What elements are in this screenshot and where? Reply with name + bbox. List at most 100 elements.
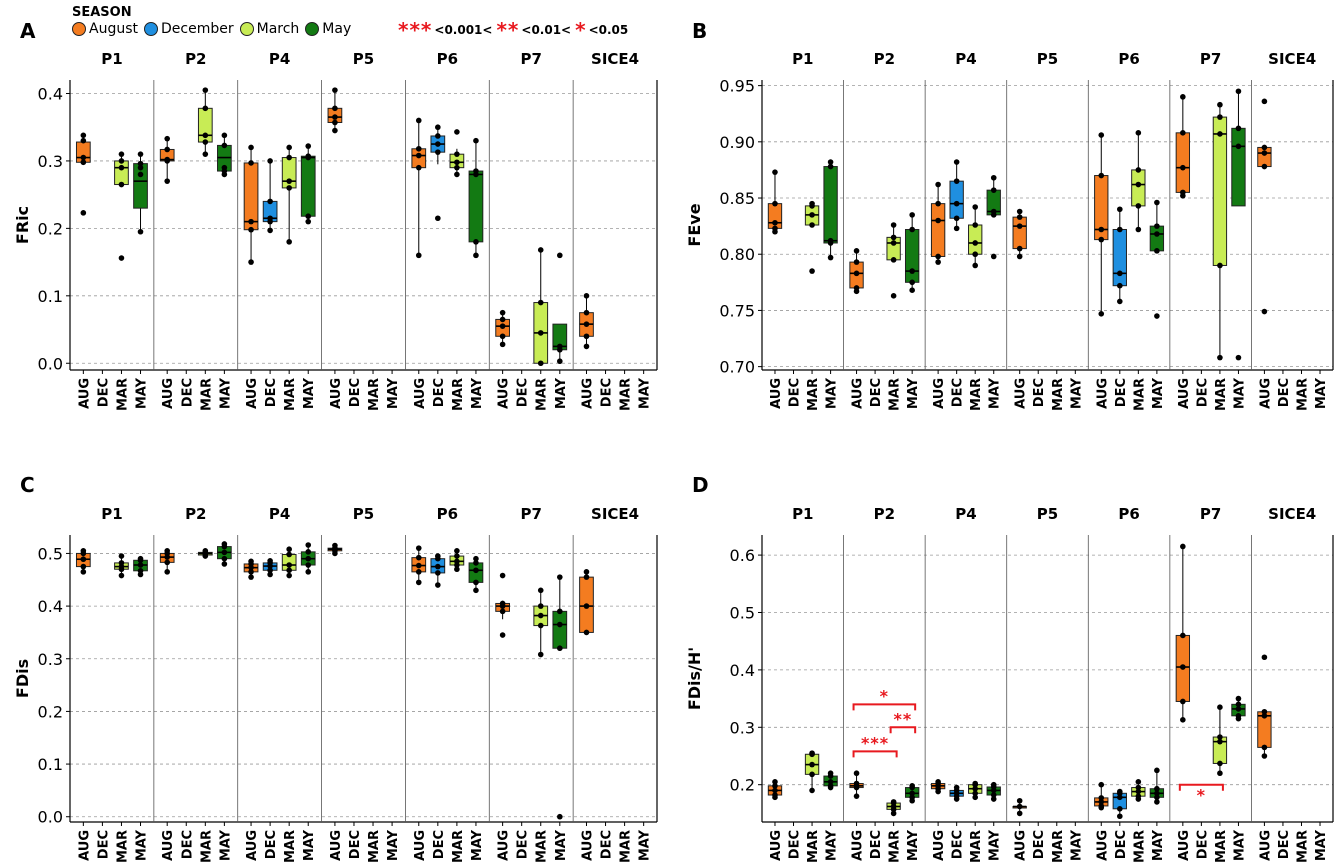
box-P6-MAR — [449, 547, 465, 573]
data-point — [1154, 223, 1160, 229]
x-tick-label: MAY — [1069, 829, 1084, 861]
data-point — [1180, 632, 1186, 639]
x-tick-label: MAY — [218, 829, 233, 861]
data-point — [267, 198, 273, 205]
box-rect — [823, 166, 838, 244]
data-point — [890, 234, 897, 241]
data-point — [415, 569, 422, 575]
data-point — [499, 608, 506, 615]
data-point — [473, 560, 479, 566]
facet-label: P7 — [1200, 50, 1221, 68]
panel-A: A FRic 0.0 0.1 0.2 0.3 0.4 P1 AUG DEC MAR MAY P2 AUG D… — [13, 19, 658, 411]
data-point — [953, 215, 960, 222]
x-tick-label: AUG — [1177, 830, 1192, 861]
data-point — [1117, 794, 1123, 801]
data-point — [557, 645, 563, 652]
data-point — [1235, 701, 1242, 708]
data-point — [853, 270, 860, 277]
box-P6-AUG — [411, 117, 427, 259]
data-point — [80, 569, 87, 575]
data-point — [809, 771, 815, 778]
box-P2-AUG — [849, 770, 864, 799]
box-P2-MAY — [904, 783, 920, 804]
box-rect — [1212, 116, 1228, 266]
data-point — [286, 239, 292, 245]
data-point — [1180, 717, 1186, 723]
x-tick-label: AUG — [1258, 378, 1273, 409]
data-point — [435, 563, 441, 570]
data-point — [1217, 262, 1223, 269]
box-P7-MAY — [1231, 88, 1246, 361]
facet-label: P1 — [792, 505, 813, 523]
data-point — [435, 570, 441, 576]
legend-dot-march — [239, 22, 254, 36]
data-point — [557, 574, 563, 580]
data-point — [909, 783, 915, 789]
data-point — [267, 158, 273, 164]
y-axis-label: FDis/H' — [685, 647, 704, 710]
data-point — [80, 132, 87, 139]
facet-label: P4 — [955, 50, 976, 68]
facet-label: P2 — [185, 505, 206, 523]
box-rect — [1112, 228, 1127, 287]
box-SICE4-AUG — [1257, 654, 1272, 759]
box-P4-MAY — [300, 143, 316, 225]
data-point — [1098, 132, 1105, 138]
data-point — [454, 553, 460, 559]
data-point — [118, 164, 125, 171]
data-point — [853, 770, 860, 777]
box-P7-AUG — [495, 572, 510, 638]
x-tick-label: MAR — [1132, 830, 1147, 863]
x-tick-label: MAR — [1295, 830, 1310, 863]
box-P1-AUG — [767, 779, 783, 801]
data-point — [202, 151, 209, 157]
x-tick-label: MAR — [367, 378, 382, 411]
data-point — [473, 555, 479, 562]
data-point — [454, 164, 460, 171]
data-point — [1135, 784, 1142, 791]
facet-label: P5 — [353, 505, 374, 523]
legend-label-may: May — [322, 21, 352, 37]
data-point — [990, 796, 997, 802]
box-P2-MAR — [886, 222, 901, 299]
x-tick-label: MAR — [969, 830, 984, 863]
box-P6-MAY — [1149, 767, 1165, 805]
x-tick-label: DEC — [180, 830, 195, 859]
data-point — [499, 309, 506, 316]
data-point — [1180, 164, 1186, 171]
data-point — [221, 142, 228, 149]
data-point — [454, 547, 460, 554]
data-point — [137, 164, 144, 171]
data-point — [118, 553, 125, 559]
legend-dot-august — [72, 22, 86, 36]
box-P1-MAY — [823, 770, 838, 791]
data-point — [1016, 214, 1023, 220]
data-point — [827, 159, 834, 165]
sig-stars-1: *** — [398, 18, 433, 42]
data-point — [202, 547, 209, 554]
x-tick-label: DEC — [600, 378, 615, 407]
x-tick-label: MAY — [1232, 829, 1247, 861]
data-point — [499, 600, 506, 607]
data-point — [332, 87, 338, 93]
box-rect — [552, 610, 568, 649]
data-point — [1217, 114, 1223, 120]
box-rect — [904, 228, 920, 283]
box-P4-MAY — [986, 781, 1001, 802]
data-point — [1217, 101, 1223, 108]
sig-stars-3: * — [575, 18, 587, 42]
facet-label: P4 — [269, 50, 290, 68]
data-point — [415, 117, 422, 124]
data-point — [853, 793, 860, 799]
data-point — [1154, 790, 1160, 797]
data-point — [990, 253, 997, 260]
box-P6-MAR — [1131, 130, 1146, 233]
data-point — [332, 114, 338, 120]
box-P7-MAY — [552, 574, 568, 820]
significance-bracket: ** — [889, 709, 917, 734]
y-tick-label: 0.70 — [719, 358, 755, 377]
legend-dot-december — [144, 22, 158, 36]
legend-title: SEASON — [72, 5, 132, 20]
data-point — [583, 574, 590, 580]
